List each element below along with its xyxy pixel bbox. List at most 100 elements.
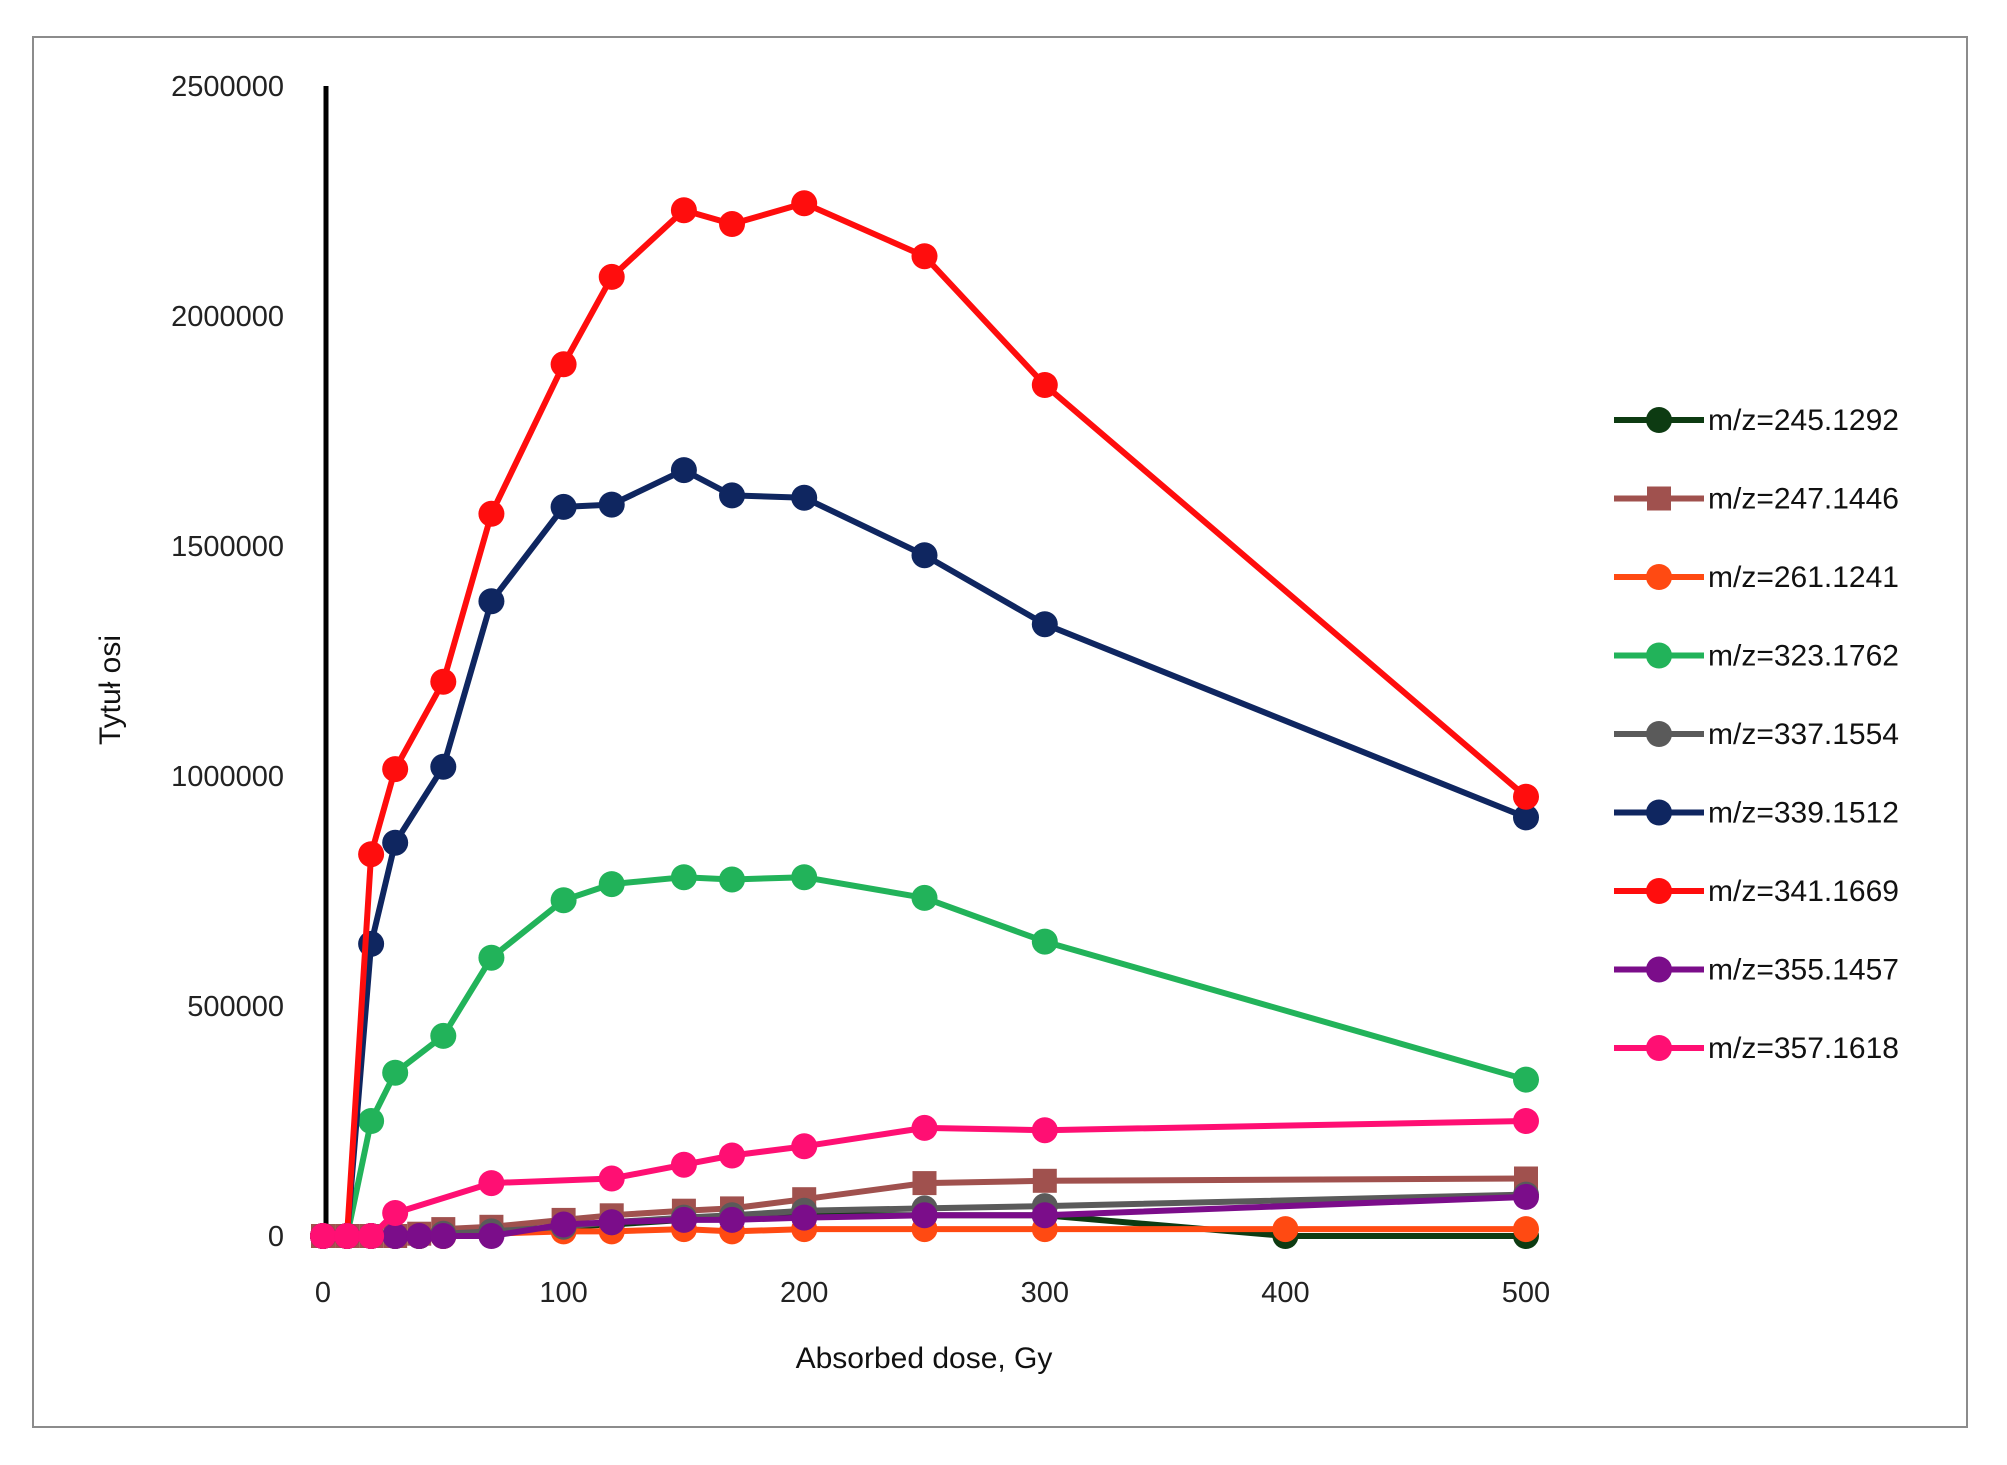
data-point — [670, 1206, 697, 1233]
series-line — [323, 467, 1528, 1239]
data-point — [550, 351, 577, 378]
legend-label: m/z=245.1292 — [1708, 404, 1899, 437]
data-point — [670, 197, 697, 224]
x-axis-title: Absorbed dose, Gy — [796, 1342, 1053, 1375]
data-point — [911, 1202, 938, 1229]
series-5 — [310, 457, 1539, 1249]
data-point — [911, 884, 938, 911]
data-point — [310, 1223, 336, 1249]
legend-label: m/z=261.1241 — [1708, 561, 1899, 594]
data-point — [719, 482, 746, 509]
legend-item: m/z=357.1618 — [1614, 1032, 1899, 1065]
data-point — [719, 1142, 746, 1169]
legend-label: m/z=357.1618 — [1708, 1032, 1899, 1065]
data-point — [791, 864, 818, 891]
data-point — [598, 1209, 625, 1236]
data-point — [1031, 611, 1058, 638]
legend-marker — [1646, 799, 1672, 826]
y-axis-ticks: 0 500000 1000000 1500000 2000000 2500000 — [171, 71, 284, 1253]
legend-marker — [1646, 564, 1672, 590]
legend-marker — [1646, 407, 1672, 433]
series-line — [323, 200, 1528, 1239]
data-point — [1513, 783, 1539, 810]
data-point — [719, 866, 746, 893]
data-point — [598, 1165, 625, 1192]
legend-label: m/z=323.1762 — [1708, 640, 1899, 673]
data-point — [430, 1223, 457, 1249]
data-point — [719, 211, 746, 237]
legend-item: m/z=339.1512 — [1614, 797, 1899, 830]
data-point — [911, 542, 938, 569]
legend-item: m/z=337.1554 — [1614, 718, 1899, 751]
data-point — [478, 944, 505, 971]
data-point — [791, 190, 818, 217]
data-point — [430, 668, 457, 695]
y-tick-label: 2500000 — [171, 71, 284, 103]
x-axis-ticks: 0 100 200 300 400 500 — [315, 1277, 1550, 1309]
series-6 — [310, 190, 1539, 1249]
legend-label: m/z=337.1554 — [1708, 718, 1899, 751]
data-point — [598, 491, 625, 518]
data-point — [478, 1223, 505, 1249]
data-point — [358, 1108, 385, 1134]
data-point — [1513, 1183, 1539, 1210]
data-point — [478, 1170, 505, 1197]
data-point — [382, 1200, 409, 1226]
data-point — [791, 1204, 818, 1231]
data-point — [1031, 372, 1058, 398]
data-point — [382, 1223, 409, 1249]
x-tick-label: 200 — [780, 1277, 828, 1309]
x-tick-label: 0 — [315, 1277, 331, 1309]
data-point — [791, 484, 818, 511]
legend-marker — [1646, 956, 1672, 983]
legend: m/z=245.1292 m/z=247.1446 m/z=261.1241 m/z=… — [1614, 404, 1899, 1065]
legend-item: m/z=323.1762 — [1614, 640, 1899, 673]
legend-item: m/z=261.1241 — [1614, 561, 1899, 594]
data-point — [791, 1133, 818, 1160]
data-point — [334, 1223, 361, 1249]
legend-label: m/z=341.1669 — [1708, 875, 1899, 908]
data-point — [670, 457, 697, 484]
data-point — [670, 864, 697, 891]
legend-item: m/z=355.1457 — [1614, 954, 1899, 987]
data-point — [1031, 1117, 1058, 1144]
data-point — [1513, 1108, 1539, 1134]
series-layer — [310, 190, 1539, 1249]
data-point — [1513, 804, 1539, 831]
legend-marker — [1646, 878, 1672, 904]
y-tick-label: 0 — [268, 1221, 284, 1253]
data-point — [911, 1114, 938, 1141]
data-point — [670, 1151, 697, 1178]
y-axis-title: Tytuł osi — [94, 635, 127, 745]
data-point — [382, 756, 409, 783]
data-point — [719, 1206, 746, 1233]
data-point — [382, 829, 409, 856]
legend-marker — [1646, 642, 1672, 669]
data-point — [1031, 928, 1058, 955]
legend-item: m/z=341.1669 — [1614, 875, 1899, 908]
x-tick-label: 500 — [1502, 1277, 1550, 1309]
data-point — [912, 1171, 937, 1196]
data-point — [478, 500, 505, 527]
data-point — [478, 588, 505, 615]
data-point — [550, 1211, 577, 1238]
data-point — [430, 753, 457, 780]
data-point — [430, 1022, 457, 1049]
y-tick-label: 2000000 — [171, 301, 284, 333]
data-point — [1513, 1216, 1539, 1243]
data-point — [1272, 1216, 1299, 1243]
x-tick-label: 400 — [1261, 1277, 1309, 1309]
legend-marker — [1646, 1035, 1672, 1061]
data-point — [550, 887, 577, 914]
data-point — [1031, 1202, 1058, 1229]
y-tick-label: 1500000 — [171, 531, 284, 563]
data-point — [1513, 1066, 1539, 1093]
legend-label: m/z=339.1512 — [1708, 797, 1899, 830]
legend-item: m/z=245.1292 — [1614, 404, 1899, 437]
data-point — [598, 263, 625, 290]
legend-marker — [1646, 721, 1672, 747]
data-point — [382, 1059, 409, 1086]
y-tick-label: 1000000 — [171, 761, 284, 793]
y-tick-label: 500000 — [187, 991, 284, 1023]
